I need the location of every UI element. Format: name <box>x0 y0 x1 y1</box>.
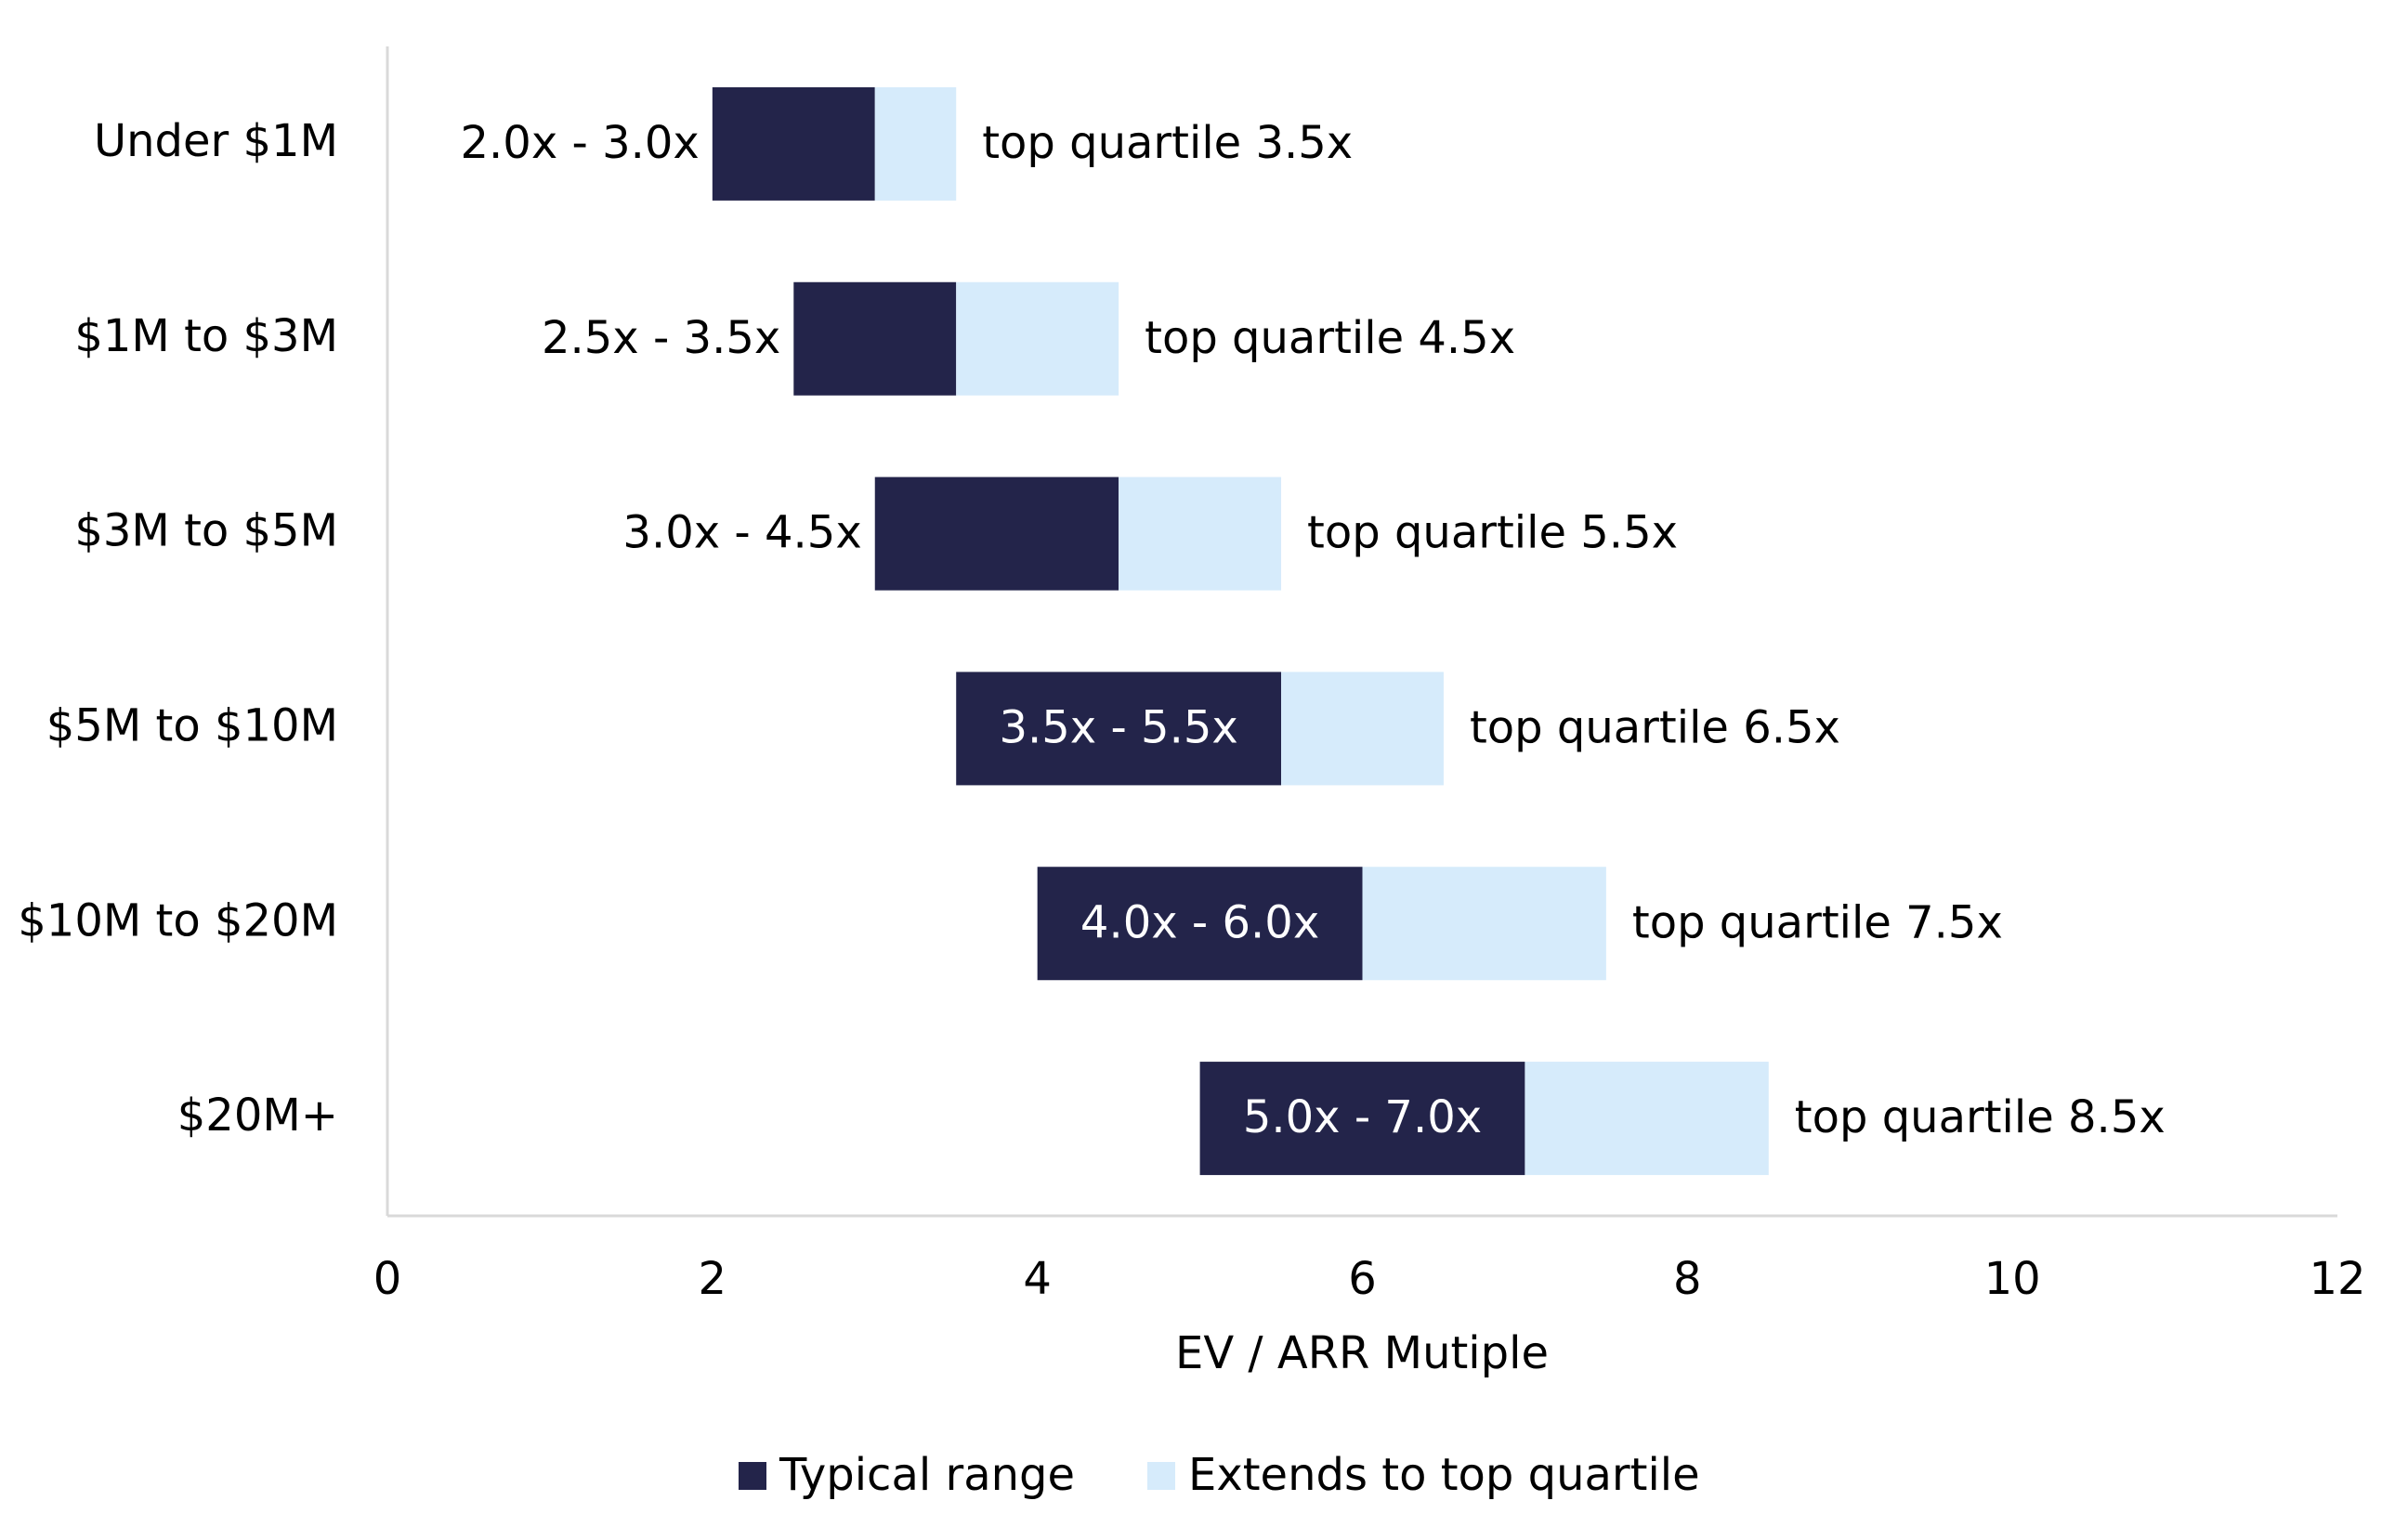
top-quartile-label: top quartile 4.5x <box>1145 312 1515 364</box>
range-label: 2.0x - 3.0x <box>461 117 700 169</box>
typical-range-bar <box>793 281 957 396</box>
range-label: 2.5x - 3.5x <box>542 312 780 364</box>
top-quartile-label: top quartile 5.5x <box>1307 507 1678 559</box>
legend-swatch <box>739 1462 766 1490</box>
top-quartile-label: top quartile 7.5x <box>1632 896 2003 948</box>
y-tick-label: Under $1M <box>94 115 338 167</box>
typical-range-bar <box>1037 867 1363 981</box>
x-tick-label: 0 <box>373 1253 402 1305</box>
top-quartile-bar <box>1119 476 1282 591</box>
range-label: 3.0x - 4.5x <box>622 507 861 559</box>
typical-range-bar <box>712 86 875 201</box>
top-quartile-bar <box>956 281 1119 396</box>
typical-range-bar <box>956 672 1282 786</box>
top-quartile-bar <box>1362 867 1606 981</box>
y-tick-label: $5M to $10M <box>46 699 338 751</box>
y-tick-label: $10M to $20M <box>18 894 338 946</box>
top-quartile-bar <box>874 86 957 201</box>
x-axis-title: EV / ARR Mutiple <box>1175 1327 1549 1379</box>
x-tick-label: 8 <box>1673 1253 1702 1305</box>
x-tick-label: 10 <box>1984 1253 2041 1305</box>
top-quartile-label: top quartile 6.5x <box>1470 701 1840 753</box>
x-tick-label: 2 <box>699 1253 727 1305</box>
y-tick-label: $1M to $3M <box>74 310 338 362</box>
x-tick-label: 4 <box>1023 1253 1052 1305</box>
range-label: 4.0x - 6.0x <box>1080 896 1319 948</box>
legend-label: Typical range <box>779 1449 1075 1501</box>
legend-label: Extends to top quartile <box>1188 1449 1700 1501</box>
typical-range-bar <box>874 476 1119 591</box>
top-quartile-bar <box>1281 672 1444 786</box>
range-label: 3.5x - 5.5x <box>999 701 1237 753</box>
y-tick-label: $3M to $5M <box>74 505 338 557</box>
top-quartile-bar <box>1525 1062 1769 1176</box>
x-tick-label: 12 <box>2309 1253 2365 1305</box>
legend-swatch <box>1147 1462 1175 1490</box>
top-quartile-label: top quartile 8.5x <box>1795 1091 2166 1143</box>
y-tick-label: $20M+ <box>177 1090 338 1142</box>
typical-range-bar <box>1199 1062 1525 1176</box>
top-quartile-label: top quartile 3.5x <box>982 117 1353 169</box>
x-tick-label: 6 <box>1348 1253 1377 1305</box>
range-label: 5.0x - 7.0x <box>1243 1091 1482 1143</box>
